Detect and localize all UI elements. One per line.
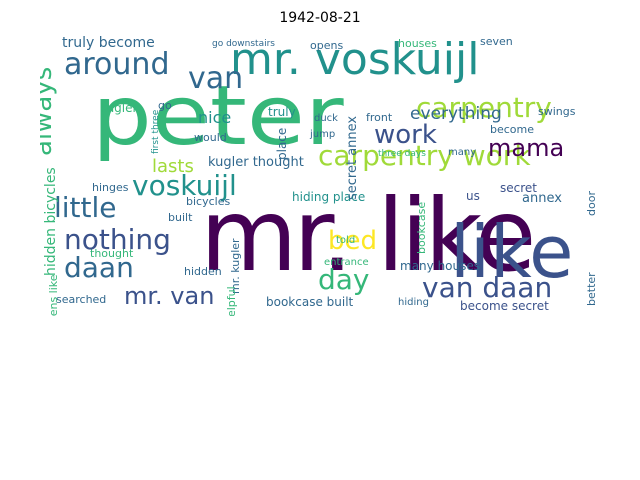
word: nice (198, 108, 232, 127)
word: lasts (152, 156, 194, 177)
word: secret annex (345, 115, 360, 200)
word: first three (151, 109, 161, 154)
word: bed (328, 226, 378, 256)
word: place (275, 127, 289, 160)
word: secret (500, 181, 537, 195)
word: hidden bicycles (43, 167, 59, 276)
word: like (450, 210, 574, 294)
word: better (585, 272, 598, 306)
word: front (366, 111, 393, 124)
word: bicycles (186, 195, 231, 208)
word: van daan (422, 271, 553, 304)
word: kugler thought (208, 155, 304, 170)
word: swings (538, 105, 576, 118)
word: mama (488, 134, 565, 162)
word: everything (410, 104, 502, 124)
word: many houses (400, 259, 481, 273)
word: carpentry (416, 91, 552, 124)
word: duck (314, 113, 338, 124)
word: three days (378, 149, 426, 159)
word: become secret (460, 299, 549, 313)
word: voskuijl (132, 169, 237, 202)
word: kugler (100, 101, 138, 115)
word: many (448, 147, 477, 158)
word: truly become (62, 36, 155, 51)
word: truly (268, 105, 296, 119)
word: day (318, 263, 370, 296)
word: opens (310, 39, 344, 52)
word: jump (310, 129, 336, 140)
word: around (64, 47, 170, 82)
word: always (40, 66, 58, 156)
figure-title: 1942-08-21 (279, 10, 361, 26)
word: work (374, 120, 437, 150)
word: entrance (324, 257, 369, 268)
word: seven (480, 36, 513, 48)
word: searched (56, 293, 107, 306)
word: van (188, 61, 244, 96)
word: mr. like (200, 177, 536, 294)
word: hinges (92, 181, 129, 194)
word: go downstairs (212, 39, 275, 49)
word: built (168, 211, 193, 224)
word: carpentry work (318, 139, 531, 172)
word: door (585, 191, 598, 216)
word-cloud: peter mr. like mr. voskuijl carpentry wo… (40, 36, 600, 316)
word: annex (522, 191, 562, 206)
word: go (158, 99, 172, 112)
word: would (194, 131, 227, 144)
word: hidden (184, 265, 222, 278)
word: opens like (47, 274, 60, 316)
word: mr. van (124, 282, 215, 310)
word: thought (90, 247, 134, 260)
word: hiding place (292, 190, 366, 204)
word: become (490, 123, 535, 136)
word: peter (92, 69, 344, 164)
word: bookcase built (266, 295, 354, 309)
word: houses (398, 37, 437, 50)
word: mr. voskuijl (230, 36, 480, 85)
word: nothing (64, 223, 171, 256)
word: helpful (225, 286, 238, 316)
word: hiding (398, 297, 429, 308)
word: bookcase (415, 201, 428, 254)
word: daan (64, 251, 134, 284)
word: told (336, 235, 356, 246)
word: us (466, 189, 480, 203)
word: little (54, 191, 117, 224)
